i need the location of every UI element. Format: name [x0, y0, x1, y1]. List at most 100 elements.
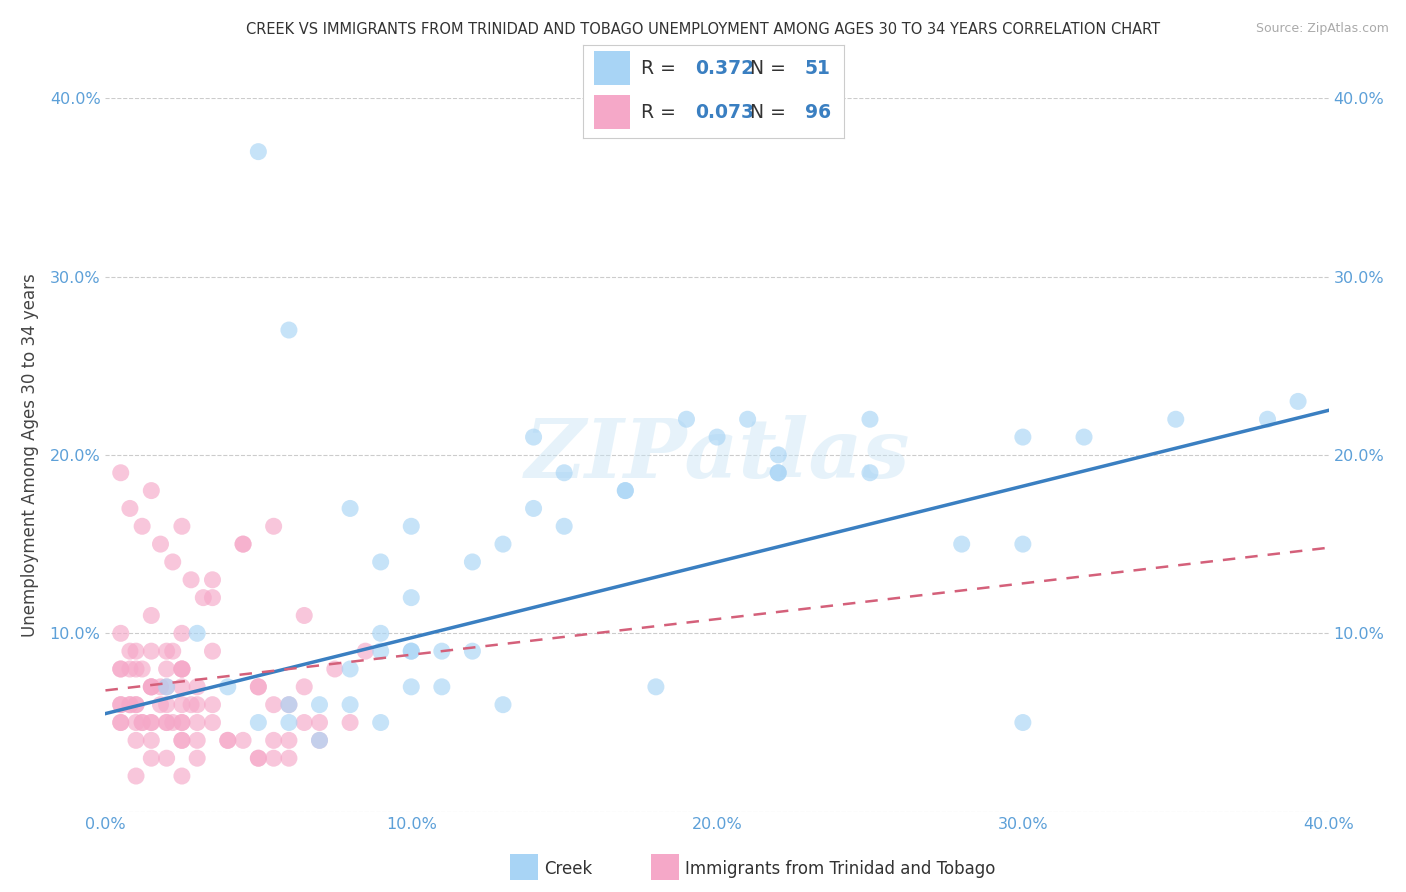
- Point: [193, 591, 215, 605]
- Point: [1011, 715, 1033, 730]
- Bar: [593, 51, 630, 85]
- Point: [155, 751, 177, 765]
- Point: [141, 483, 163, 498]
- Point: [232, 537, 254, 551]
- Point: [170, 698, 193, 712]
- Point: [118, 698, 141, 712]
- Point: [370, 644, 392, 658]
- Point: [768, 448, 790, 462]
- Point: [278, 733, 301, 747]
- Point: [339, 698, 361, 712]
- Point: [247, 145, 270, 159]
- Point: [370, 555, 392, 569]
- Point: [247, 751, 270, 765]
- Point: [170, 769, 193, 783]
- Point: [141, 751, 163, 765]
- Point: [308, 733, 330, 747]
- Text: R =: R =: [641, 103, 682, 121]
- Point: [141, 680, 163, 694]
- Point: [859, 412, 882, 426]
- Bar: [593, 95, 630, 129]
- Point: [247, 751, 270, 765]
- Point: [1011, 430, 1033, 444]
- Point: [162, 715, 184, 730]
- Point: [492, 698, 515, 712]
- Point: [125, 698, 148, 712]
- Point: [125, 662, 148, 676]
- Point: [170, 662, 193, 676]
- Point: [1011, 537, 1033, 551]
- Point: [186, 751, 208, 765]
- Point: [155, 715, 177, 730]
- Text: R =: R =: [641, 59, 682, 78]
- Point: [339, 501, 361, 516]
- Point: [125, 644, 148, 658]
- Point: [170, 733, 193, 747]
- Point: [247, 680, 270, 694]
- Text: 51: 51: [804, 59, 831, 78]
- Point: [110, 662, 132, 676]
- Point: [118, 501, 141, 516]
- Text: 0.372: 0.372: [696, 59, 755, 78]
- Point: [110, 626, 132, 640]
- Point: [278, 698, 301, 712]
- Point: [170, 662, 193, 676]
- Point: [232, 537, 254, 551]
- Point: [263, 751, 285, 765]
- Point: [201, 715, 224, 730]
- Point: [125, 715, 148, 730]
- Point: [155, 662, 177, 676]
- Point: [155, 698, 177, 712]
- Point: [217, 733, 239, 747]
- Point: [339, 715, 361, 730]
- Point: [278, 751, 301, 765]
- Point: [170, 715, 193, 730]
- Point: [170, 626, 193, 640]
- Point: [170, 680, 193, 694]
- Text: 96: 96: [804, 103, 831, 121]
- Point: [401, 680, 423, 694]
- Text: Creek: Creek: [544, 860, 592, 878]
- Point: [523, 430, 546, 444]
- Point: [768, 466, 790, 480]
- Text: N =: N =: [749, 103, 792, 121]
- Point: [118, 644, 141, 658]
- Point: [141, 680, 163, 694]
- Point: [141, 608, 163, 623]
- Point: [859, 466, 882, 480]
- Point: [401, 591, 423, 605]
- Point: [180, 573, 202, 587]
- Point: [263, 698, 285, 712]
- Point: [232, 733, 254, 747]
- Point: [170, 519, 193, 533]
- Point: [278, 715, 301, 730]
- Point: [523, 501, 546, 516]
- Text: CREEK VS IMMIGRANTS FROM TRINIDAD AND TOBAGO UNEMPLOYMENT AMONG AGES 30 TO 34 YE: CREEK VS IMMIGRANTS FROM TRINIDAD AND TO…: [246, 22, 1160, 37]
- Point: [339, 662, 361, 676]
- Point: [217, 680, 239, 694]
- Text: N =: N =: [749, 59, 792, 78]
- Point: [292, 715, 315, 730]
- Point: [141, 680, 163, 694]
- Text: ZIPatlas: ZIPatlas: [524, 415, 910, 495]
- Point: [263, 733, 285, 747]
- Point: [149, 698, 172, 712]
- Point: [110, 698, 132, 712]
- Point: [370, 715, 392, 730]
- Point: [110, 662, 132, 676]
- Point: [162, 555, 184, 569]
- Point: [292, 608, 315, 623]
- Y-axis label: Unemployment Among Ages 30 to 34 years: Unemployment Among Ages 30 to 34 years: [21, 273, 38, 637]
- Text: 0.073: 0.073: [696, 103, 755, 121]
- Point: [201, 698, 224, 712]
- Point: [110, 715, 132, 730]
- Point: [614, 483, 637, 498]
- Point: [110, 698, 132, 712]
- Point: [1286, 394, 1309, 409]
- Text: Source: ZipAtlas.com: Source: ZipAtlas.com: [1256, 22, 1389, 36]
- Point: [110, 466, 132, 480]
- Point: [737, 412, 759, 426]
- Point: [201, 591, 224, 605]
- Point: [247, 680, 270, 694]
- Point: [308, 715, 330, 730]
